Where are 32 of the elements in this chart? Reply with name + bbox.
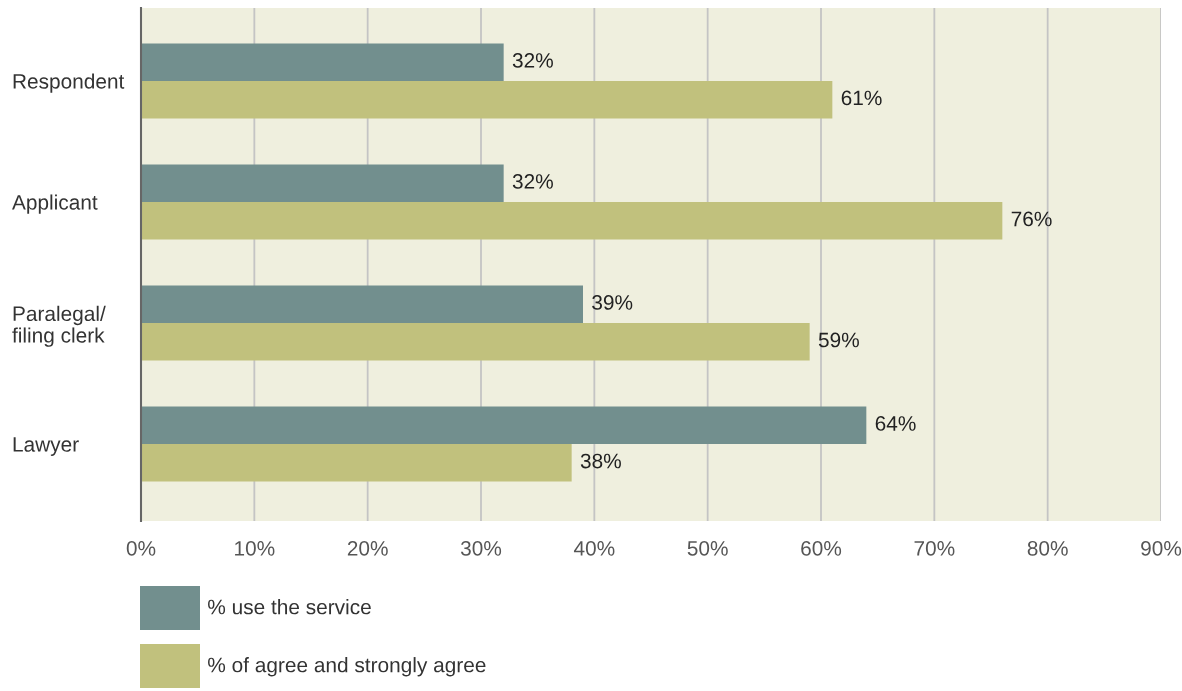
x-tick-label: 0% <box>126 540 156 556</box>
bar <box>141 323 810 361</box>
data-label: 61% <box>841 90 882 106</box>
bar <box>141 201 1003 240</box>
bar <box>141 80 833 119</box>
bar <box>141 285 583 324</box>
x-tick-label: 50% <box>687 540 728 556</box>
bar <box>141 406 867 445</box>
x-tick-label: 90% <box>1141 540 1182 556</box>
x-tick-label: 10% <box>235 540 275 556</box>
data-label: 39% <box>592 295 633 310</box>
bar <box>141 164 504 202</box>
bar <box>141 43 504 81</box>
data-label: 32% <box>512 53 553 68</box>
x-tick-label: 30% <box>460 540 502 556</box>
y-tick-label: Applicant <box>12 194 98 214</box>
y-tick-label: Paralegal/ filing clerk <box>12 305 106 347</box>
x-tick-label: 80% <box>1027 540 1068 556</box>
x-tick-label: 70% <box>914 540 955 556</box>
y-tick-label: Lawyer <box>13 437 79 456</box>
data-label: 38% <box>580 453 621 469</box>
y-tick-label: Respondent <box>13 73 125 93</box>
data-label: 76% <box>1011 211 1052 227</box>
data-label: 64% <box>875 416 916 431</box>
legend-label: % of agree and strongly agree <box>208 657 486 677</box>
x-tick-label: 40% <box>573 540 615 556</box>
bar <box>141 444 572 482</box>
legend-label: % use the service <box>208 599 371 615</box>
x-tick-label: 60% <box>801 540 842 556</box>
x-tick-label: 20% <box>347 540 388 556</box>
data-label: 59% <box>818 332 859 348</box>
data-label: 32% <box>512 174 553 189</box>
